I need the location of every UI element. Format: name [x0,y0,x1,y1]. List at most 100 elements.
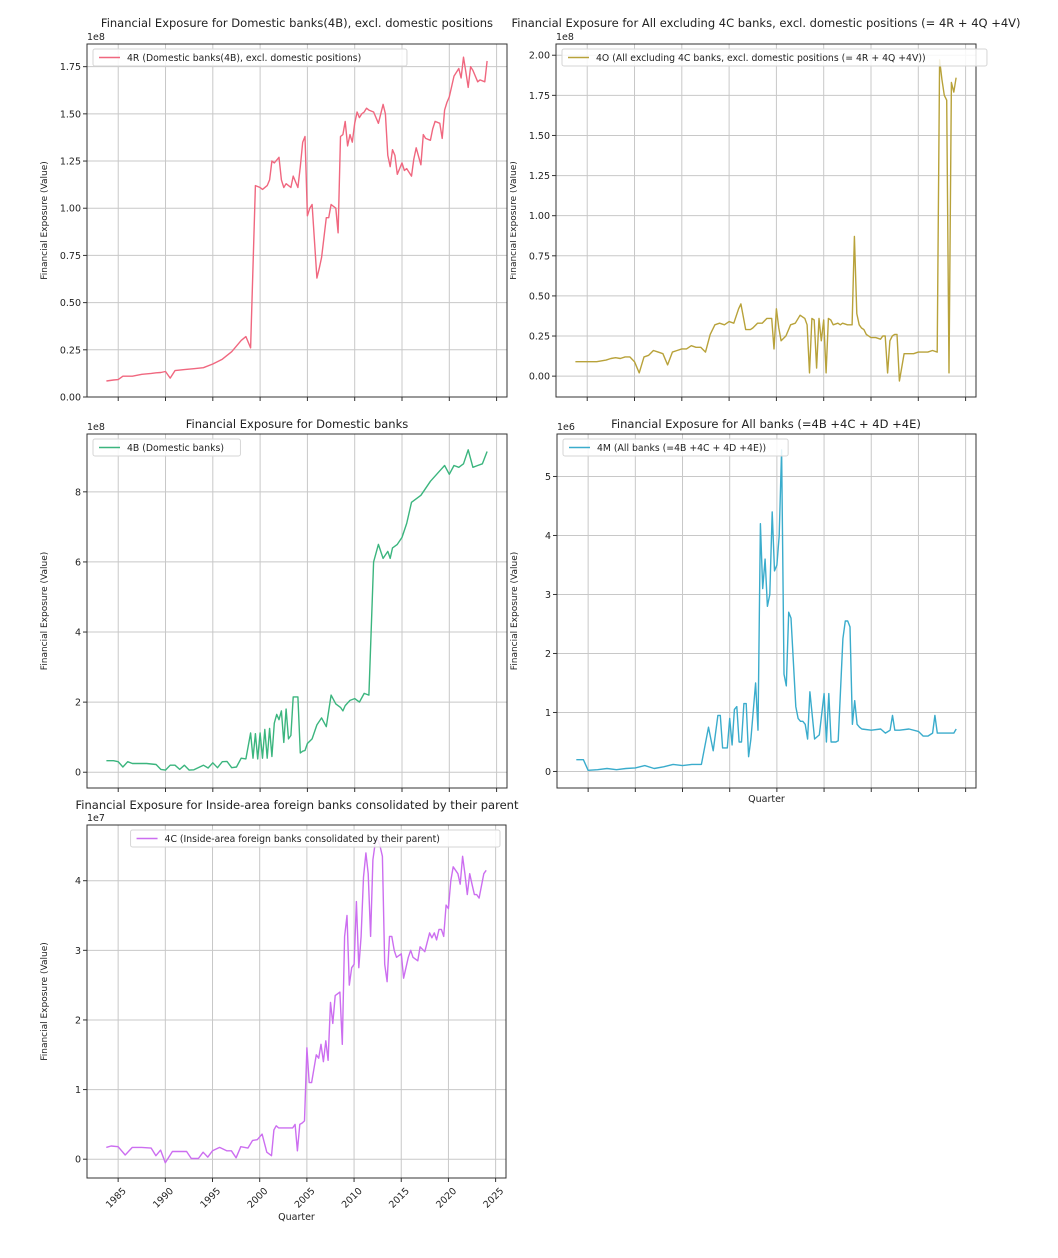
y-tick-label: 0.00 [60,393,81,404]
legend-label: 4R (Domestic banks(4B), excl. domestic p… [127,53,361,64]
y-axis-label: Financial Exposure (Value) [40,942,50,1061]
y-tick-label: 2.00 [529,51,550,62]
chart-4c-inside-area-foreign: Financial Exposure for Inside-area forei… [0,790,530,1254]
y-tick-label: 3 [75,946,81,957]
axes-frame [555,43,977,398]
legend-label: 4O (All excluding 4C banks, excl. domest… [596,53,926,64]
y-tick-label: 2 [75,1015,81,1026]
legend-label: 4M (All banks (=4B +4C + 4D +4E)) [597,443,766,454]
chart-4b-domestic-banks: Financial Exposure for Domestic banks 1e8… [0,410,520,810]
scale-offset-label: 1e7 [87,813,105,824]
y-axis: 0.00 0.25 0.50 0.75 1.00 1.25 1.50 1.75 [60,62,87,404]
y-tick-label: 0.75 [60,251,81,262]
series-line-4C [106,838,487,1164]
y-tick-label: 1 [75,1085,81,1096]
x-tick-label: 2025 [481,1186,506,1211]
x-tick-label: 2010 [340,1186,365,1211]
chart-title: Financial Exposure for Inside-area forei… [76,798,519,812]
y-tick-label: 0 [75,1155,81,1166]
chart-4r-domestic-excl-domestic: Financial Exposure for Domestic banks(4B… [0,0,520,410]
x-axis [587,788,967,792]
y-tick-label: 0 [75,768,81,779]
y-axis: 0 2 4 6 8 [75,487,87,779]
y-tick-label: 0.50 [529,291,550,302]
chart-svg: Financial Exposure for Domestic banks(4B… [40,16,508,404]
y-axis-label: Financial Exposure (Value) [40,161,50,280]
y-tick-label: 1.75 [60,62,81,73]
x-tick-label: 1985 [104,1186,129,1211]
x-tick-label: 2005 [293,1186,318,1211]
y-tick-label: 2 [75,698,81,709]
x-tick-label: 1995 [198,1186,223,1211]
scale-offset-label: 1e8 [87,32,105,43]
y-tick-label: 1.75 [529,91,550,102]
chart-title: Financial Exposure for Domestic banks(4B… [101,16,493,30]
y-axis: 0 1 2 3 4 [75,876,87,1166]
grid [557,434,976,788]
y-tick-label: 2 [545,649,551,660]
y-tick-label: 8 [75,487,81,498]
y-tick-label: 0.50 [60,298,81,309]
chart-4o-all-excl-4c: Financial Exposure for All excluding 4C … [509,0,1058,410]
scale-offset-label: 1e8 [556,32,574,43]
chart-svg: Financial Exposure for All banks (=4B +4… [510,417,977,805]
y-tick-label: 1 [545,708,551,719]
legend: 4O (All excluding 4C banks, excl. domest… [561,48,988,67]
y-tick-label: 4 [75,628,81,639]
x-axis [586,397,967,401]
legend: 4B (Domestic banks) [92,438,241,457]
y-tick-label: 0.75 [529,251,550,262]
y-axis: 0.00 0.25 0.50 0.75 1.00 1.25 1.50 1.75 2.00 [529,51,556,383]
x-tick-label: 2020 [434,1186,459,1211]
legend-label: 4C (Inside-area foreign banks consolidat… [165,834,440,845]
x-tick-label: 2000 [245,1186,270,1211]
axes-frame [86,824,507,1179]
chart-title: Financial Exposure for All banks (=4B +4… [611,417,921,431]
x-axis [117,788,498,792]
grid [87,44,507,398]
y-tick-label: 4 [75,876,81,887]
y-tick-label: 1.00 [529,211,550,222]
y-tick-label: 3 [545,590,551,601]
grid [87,825,506,1178]
x-axis-label: Quarter [278,1212,315,1223]
series-line-4M [576,449,957,771]
axes-frame [86,43,508,398]
axes-frame [86,433,508,789]
y-tick-label: 0.25 [529,332,550,343]
y-tick-label: 4 [545,531,551,542]
y-tick-label: 5 [545,472,551,483]
scale-offset-label: 1e6 [557,422,575,433]
y-tick-label: 6 [75,557,81,568]
y-tick-label: 1.00 [60,204,81,215]
y-axis-label: Financial Exposure (Value) [510,552,520,671]
series-line-4O [575,59,957,382]
chart-title: Financial Exposure for Domestic banks [186,417,409,431]
chart-svg: Financial Exposure for Domestic banks 1e8… [40,417,508,792]
x-axis: 1985 1990 1995 2000 2005 2010 2015 2020 2025 [104,1178,506,1211]
y-tick-label: 0.25 [60,345,81,356]
x-axis [117,397,498,401]
y-tick-label: 1.50 [60,109,81,120]
y-tick-label: 1.50 [529,131,550,142]
legend-label: 4B (Domestic banks) [127,443,224,454]
grid [556,44,976,397]
y-tick-label: 0 [545,767,551,778]
legend: 4R (Domestic banks(4B), excl. domestic p… [92,48,408,67]
y-tick-label: 1.25 [529,171,550,182]
x-axis-label: Quarter [748,794,785,805]
legend: 4M (All banks (=4B +4C + 4D +4E)) [562,438,789,457]
y-tick-label: 1.25 [60,157,81,168]
y-axis-label: Financial Exposure (Value) [40,552,50,671]
grid [87,434,507,788]
scale-offset-label: 1e8 [87,422,105,433]
legend: 4C (Inside-area foreign banks consolidat… [130,829,501,848]
x-tick-label: 1990 [151,1186,176,1211]
chart-svg: Financial Exposure for Inside-area forei… [40,798,519,1223]
series-line-4R [106,56,488,382]
series-line-4B [106,449,488,771]
y-tick-label: 0.00 [529,372,550,383]
y-axis: 0 1 2 3 4 5 [545,472,557,778]
x-tick-label: 2015 [387,1186,412,1211]
chart-4m-all-banks: Financial Exposure for All banks (=4B +4… [510,410,1058,810]
